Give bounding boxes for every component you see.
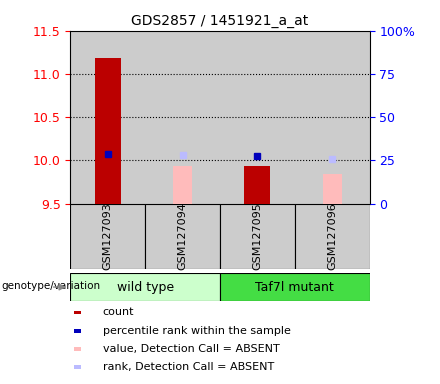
Bar [70, 204, 145, 269]
Bar [295, 31, 370, 204]
Text: GSM127095: GSM127095 [253, 202, 262, 270]
Text: count: count [103, 308, 134, 318]
Bar [173, 166, 192, 204]
Text: percentile rank within the sample: percentile rank within the sample [103, 326, 291, 336]
Bar [145, 204, 220, 269]
Bar [74, 366, 81, 369]
Bar [220, 31, 295, 204]
Bar [220, 204, 295, 269]
Bar [145, 31, 220, 204]
Text: GSM127094: GSM127094 [178, 202, 187, 270]
Text: Taf7l mutant: Taf7l mutant [256, 281, 334, 293]
Text: wild type: wild type [117, 281, 174, 293]
Text: GSM127093: GSM127093 [103, 202, 113, 270]
Text: rank, Detection Call = ABSENT: rank, Detection Call = ABSENT [103, 362, 274, 372]
Title: GDS2857 / 1451921_a_at: GDS2857 / 1451921_a_at [132, 14, 308, 28]
Bar [74, 329, 81, 333]
Bar [74, 347, 81, 351]
Bar [95, 58, 121, 204]
Bar [74, 311, 81, 314]
Bar [70, 273, 220, 301]
Bar [220, 273, 370, 301]
Bar [70, 31, 145, 204]
Text: genotype/variation: genotype/variation [1, 281, 100, 291]
Text: GSM127096: GSM127096 [327, 202, 337, 270]
Text: value, Detection Call = ABSENT: value, Detection Call = ABSENT [103, 344, 280, 354]
Bar [323, 174, 341, 204]
Bar [244, 166, 271, 204]
Bar [295, 204, 370, 269]
